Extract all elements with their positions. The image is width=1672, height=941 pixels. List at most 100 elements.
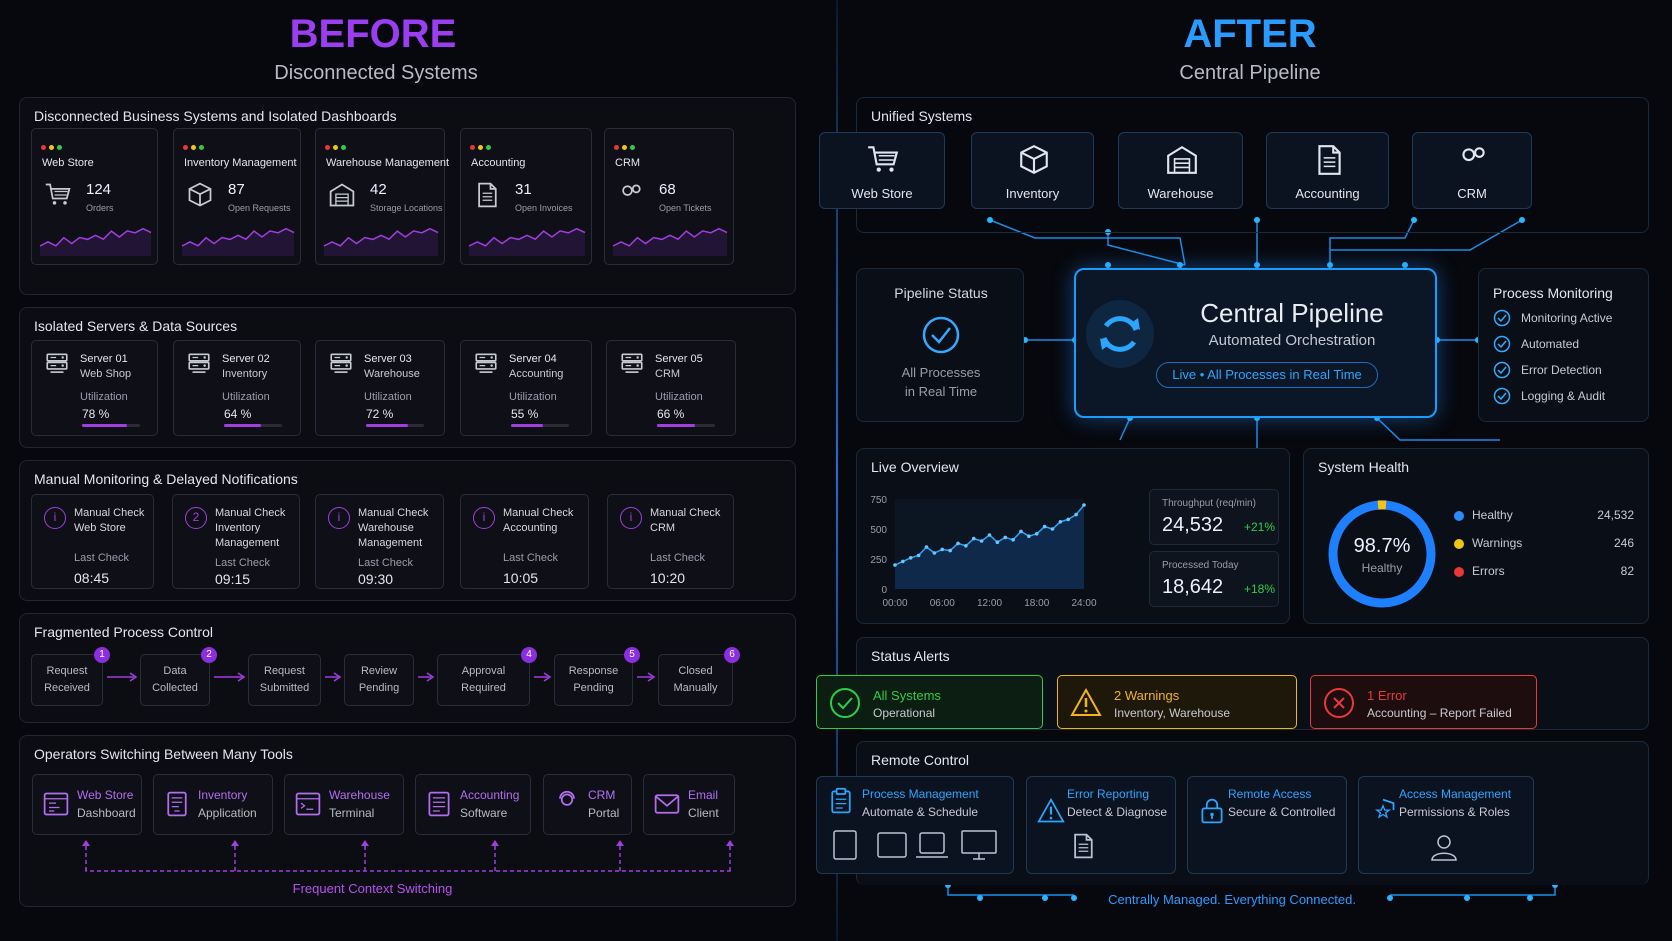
tool-name: CRM [588,788,616,802]
process-step[interactable]: Request Submitted [248,654,321,706]
alert-card[interactable]: All Systems Operational [816,675,1043,729]
last-check-label: Last Check [650,552,706,564]
server-name: Server 04 [509,353,557,365]
check-target-2: Management [215,537,280,549]
server-card[interactable]: Server 05 CRM Utilization 66 % [606,340,736,436]
server-card[interactable]: Server 01 Web Shop Utilization 78 % [31,340,158,436]
manual-check-card[interactable]: i Manual Check Warehouse Management Last Che… [315,494,444,589]
monitoring-label: Logging & Audit [1521,389,1606,403]
utilization-value: 72 % [366,407,394,421]
manual-check-card[interactable]: i Manual Check Accounting Last Check 10:05 [460,494,589,589]
step-badge: 1 [94,647,110,663]
last-check-time: 10:05 [503,570,539,586]
data-point [964,544,968,548]
alert-card[interactable]: 2 Warnings Inventory, Warehouse [1057,675,1297,729]
process-step[interactable]: Data Collected 2 [140,647,217,706]
monitoring-label: Monitoring Active [1521,311,1613,325]
last-check-time: 10:20 [650,570,686,586]
tool-card[interactable]: Email Client [643,774,735,835]
x-tick-label: 12:00 [977,598,1002,609]
tool-card[interactable]: CRM Portal [543,774,632,835]
step-line2: Pending [573,682,614,694]
process-step[interactable]: Approval Required 4 [437,647,537,706]
server-card[interactable]: Server 02 Inventory Utilization 64 % [173,340,301,436]
utilization-bar [224,424,282,427]
info-icon: i [44,507,66,529]
unified-system-card[interactable]: Inventory [971,132,1094,209]
utilization-fill [224,424,262,427]
manual-check-card[interactable]: 2 Manual Check Inventory Management Last Che… [172,494,300,589]
window-dots [41,137,62,155]
manual-check-card[interactable]: i Manual Check CRM Last Check 10:20 [607,494,734,589]
central-pipeline-card[interactable]: Central Pipeline Automated Orchestration… [1074,268,1437,418]
check-title: Manual Check [358,507,429,519]
unified-system-card[interactable]: CRM [1412,132,1532,209]
legend-value: 24,532 [1597,508,1634,522]
warning-icon [1070,687,1102,719]
legend-name: Errors [1472,564,1505,578]
legend-value: 82 [1620,564,1634,578]
check-circle-icon [1493,335,1511,353]
remote-card[interactable]: Access Management Permissions & Roles [1358,776,1534,874]
tool-card[interactable]: Web Store Dashboard [32,774,142,835]
pipeline-status-line1: All Processes [901,365,981,380]
unified-system-card[interactable]: Web Store [819,132,945,209]
tool-card[interactable]: Accounting Software [415,774,531,835]
x-tick-label: 06:00 [930,598,955,609]
context-switch-lines [82,840,734,872]
status-alerts-panel: Status Alerts All Systems Operational 2 Wa… [816,637,1649,730]
remote-card[interactable]: Process Management Automate & Schedule [816,776,1014,874]
processed-delta: +18% [1244,582,1276,596]
system-name: CRM [615,157,641,169]
utilization-label: Utilization [222,391,270,403]
data-point [1066,517,1071,522]
after-title: AFTER [1183,12,1317,56]
remote-card[interactable]: Error Reporting Detect & Diagnose [1026,776,1176,874]
unified-system-card[interactable]: Warehouse [1118,132,1243,209]
process-step[interactable]: Closed Manually 6 [658,647,740,706]
info-icon: i [473,507,495,529]
process-step[interactable]: Response Pending 5 [554,647,640,706]
check-title: Manual Check [650,507,721,519]
users-icon [617,181,645,214]
process-step[interactable]: Review Pending [344,654,414,706]
utilization-fill [511,424,543,427]
central-subtitle: Automated Orchestration [1208,332,1376,349]
step-arrow [416,670,435,684]
server-card[interactable]: Server 03 Warehouse Utilization 72 % [315,340,445,436]
system-card[interactable]: Warehouse Management 42 Storage Locations [315,128,449,265]
remote-card[interactable]: Remote Access Secure & Controlled [1187,776,1347,874]
server-card[interactable]: Server 04 Accounting Utilization 55 % [460,340,592,436]
tool-card[interactable]: Warehouse Terminal [284,774,404,835]
check-circle-icon [922,316,960,354]
sync-icon [1086,300,1154,368]
shield-icon [1369,797,1397,830]
panel-title: Fragmented Process Control [34,624,213,640]
monitoring-item: Automated [1493,335,1643,355]
alert-card[interactable]: 1 Error Accounting – Report Failed [1310,675,1537,729]
data-point [1027,534,1031,538]
x-tick-label: 24:00 [1071,598,1096,609]
processed-label: Processed Today [1162,560,1239,571]
step-badge: 5 [624,647,640,663]
system-name: Accounting [471,157,526,169]
document-icon [1069,832,1097,865]
last-check-time: 09:15 [215,571,251,587]
utilization-value: 66 % [657,407,685,421]
system-card[interactable]: Accounting 31 Open Invoices [460,128,592,265]
lock-icon [1198,797,1226,830]
system-name: Warehouse Management [326,157,450,169]
process-step[interactable]: Request Received 1 [31,647,110,706]
manual-check-card[interactable]: i Manual Check Web Store Last Check 08:45 [31,494,154,589]
system-card[interactable]: Web Store 124 Orders [31,128,158,265]
monitoring-item: Monitoring Active [1493,309,1643,329]
terminal-icon [294,790,322,823]
tool-card[interactable]: Inventory Application [153,774,273,835]
system-card[interactable]: Inventory Management 87 Open Requests [173,128,301,265]
step-line1: Closed [678,665,713,677]
check-title: Manual Check [503,507,574,519]
utilization-bar [82,424,140,427]
unified-system-card[interactable]: Accounting [1266,132,1389,209]
system-card[interactable]: CRM 68 Open Tickets [604,128,734,265]
throughput-delta: +21% [1244,520,1276,534]
